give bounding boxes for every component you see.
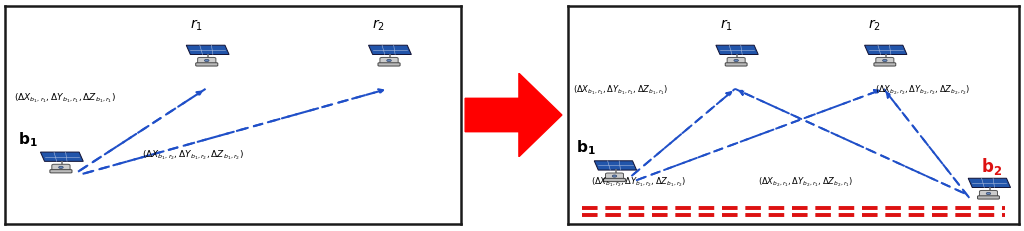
Text: $(\Delta X_{b_2,r_2}, \Delta Y_{b_2,r_2}, \Delta Z_{b_2,r_2})$: $(\Delta X_{b_2,r_2}, \Delta Y_{b_2,r_2}…: [874, 83, 970, 96]
FancyBboxPatch shape: [980, 191, 997, 198]
Circle shape: [883, 60, 887, 62]
FancyBboxPatch shape: [52, 164, 70, 172]
Circle shape: [58, 167, 63, 169]
Text: $r_2$: $r_2$: [868, 18, 882, 33]
Circle shape: [612, 175, 616, 177]
Text: $\mathbf{b_2}$: $\mathbf{b_2}$: [981, 155, 1002, 176]
FancyBboxPatch shape: [603, 179, 626, 182]
FancyBboxPatch shape: [378, 64, 400, 67]
FancyBboxPatch shape: [605, 173, 624, 180]
Polygon shape: [716, 46, 758, 55]
Text: $r_1$: $r_1$: [190, 18, 203, 33]
Text: $r_2$: $r_2$: [373, 18, 385, 33]
Circle shape: [986, 193, 991, 195]
Text: $(\Delta X_{b_1,r_1}, \Delta Y_{b_1,r_1}, \Delta Z_{b_1,r_1})$: $(\Delta X_{b_1,r_1}, \Delta Y_{b_1,r_1}…: [14, 91, 116, 105]
Text: $(\Delta X_{b_1,r_1}, \Delta Y_{b_1,r_1}, \Delta Z_{b_1,r_1})$: $(\Delta X_{b_1,r_1}, \Delta Y_{b_1,r_1}…: [572, 83, 668, 96]
Circle shape: [205, 60, 209, 62]
Polygon shape: [465, 74, 562, 157]
Text: $(\Delta X_{b_1,r_2}, \Delta Y_{b_1,r_2}, \Delta Z_{b_1,r_2})$: $(\Delta X_{b_1,r_2}, \Delta Y_{b_1,r_2}…: [591, 175, 686, 188]
Text: $r_1$: $r_1$: [720, 18, 732, 33]
FancyBboxPatch shape: [196, 64, 218, 67]
Text: $(\Delta X_{b_1,r_2}, \Delta Y_{b_1,r_2}, \Delta Z_{b_1,r_2})$: $(\Delta X_{b_1,r_2}, \Delta Y_{b_1,r_2}…: [141, 148, 244, 161]
FancyBboxPatch shape: [727, 58, 745, 65]
FancyBboxPatch shape: [50, 170, 72, 173]
FancyBboxPatch shape: [198, 58, 216, 65]
Circle shape: [734, 60, 738, 62]
FancyBboxPatch shape: [876, 58, 894, 65]
Text: $(\Delta X_{b_2,r_1}, \Delta Y_{b_2,r_1}, \Delta Z_{b_2,r_1})$: $(\Delta X_{b_2,r_1}, \Delta Y_{b_2,r_1}…: [758, 175, 853, 188]
Polygon shape: [40, 152, 83, 162]
FancyBboxPatch shape: [873, 64, 896, 67]
Polygon shape: [864, 46, 907, 55]
Circle shape: [387, 60, 391, 62]
FancyBboxPatch shape: [725, 64, 748, 67]
Polygon shape: [186, 46, 229, 55]
Polygon shape: [969, 179, 1011, 188]
Polygon shape: [594, 161, 637, 170]
Polygon shape: [369, 46, 412, 55]
Text: $\mathbf{b_1}$: $\mathbf{b_1}$: [18, 129, 38, 148]
FancyBboxPatch shape: [978, 196, 999, 199]
FancyBboxPatch shape: [380, 58, 398, 65]
Text: $\mathbf{b_1}$: $\mathbf{b_1}$: [577, 138, 596, 157]
